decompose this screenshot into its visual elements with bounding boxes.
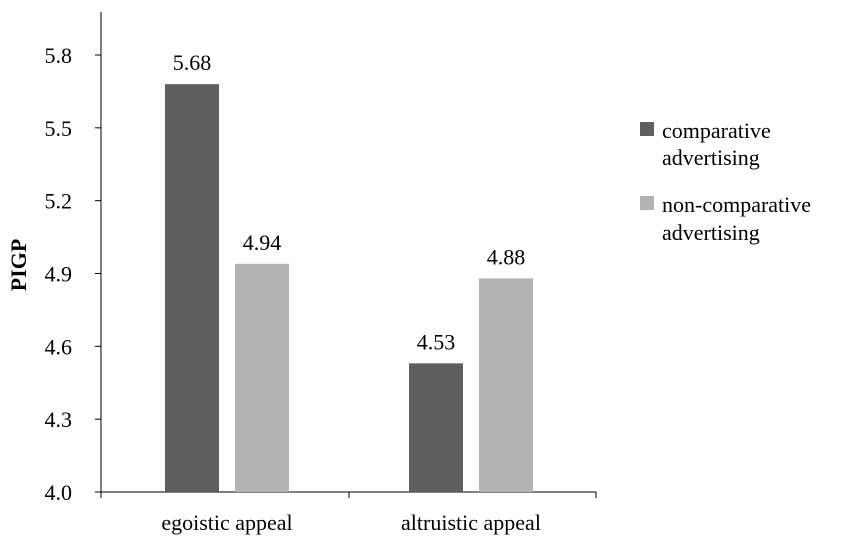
bar — [235, 263, 289, 492]
legend-label: comparative — [662, 118, 771, 143]
labels-group: egoistic appeal 5.68 4.94 altruistic appeal… — [161, 50, 541, 535]
y-tick-label: 4.0 — [45, 480, 73, 505]
data-label: 5.68 — [173, 50, 212, 75]
axes-group: 4.0 4.3 4.6 4.9 5.2 5.5 5.8 PIGP — [6, 12, 597, 505]
legend-label: non-comparative — [662, 192, 811, 217]
data-label: 4.88 — [487, 244, 526, 269]
legend-label: advertising — [662, 145, 760, 170]
legend-swatch — [640, 122, 654, 136]
x-tick-label: altruistic appeal — [401, 510, 541, 535]
y-tick-label: 4.6 — [45, 334, 73, 359]
y-tick-label: 5.8 — [45, 43, 73, 68]
legend-label: advertising — [662, 220, 760, 245]
bar — [165, 84, 219, 492]
bar — [409, 363, 463, 492]
legend: comparativeadvertisingnon-comparativeadv… — [640, 118, 811, 245]
bars-group — [165, 84, 533, 492]
x-tick-label: egoistic appeal — [161, 510, 292, 535]
bar — [479, 278, 533, 492]
y-tick-label: 5.5 — [45, 116, 73, 141]
legend-swatch — [640, 196, 654, 210]
y-axis-title: PIGP — [6, 239, 31, 292]
y-tick-label: 5.2 — [45, 189, 73, 214]
data-label: 4.53 — [417, 329, 456, 354]
y-tick-label: 4.9 — [45, 262, 73, 287]
data-label: 4.94 — [243, 230, 282, 255]
y-tick-label: 4.3 — [45, 407, 73, 432]
